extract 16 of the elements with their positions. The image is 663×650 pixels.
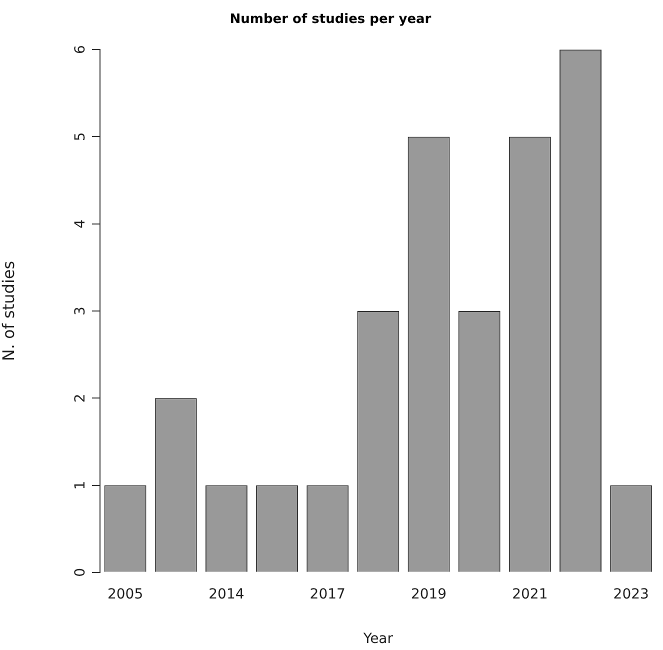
y-tick-label: 5 — [72, 132, 89, 142]
y-tick-label: 1 — [72, 480, 89, 490]
x-tick-label: 2014 — [208, 586, 244, 602]
y-tick-label: 6 — [72, 45, 89, 54]
x-tick-label: 2023 — [613, 586, 649, 602]
y-tick-label: 4 — [72, 219, 89, 228]
x-axis-title: Year — [362, 631, 394, 648]
chart-title: Number of studies per year — [230, 12, 432, 28]
x-tick-label: 2017 — [310, 586, 346, 602]
y-tick-label: 3 — [72, 306, 89, 316]
x-tick-label: 2019 — [410, 586, 447, 602]
x-tick-label: 2005 — [107, 586, 144, 602]
y-axis-title: N. of studies — [0, 260, 18, 362]
y-tick-label: 2 — [72, 394, 89, 403]
x-tick-label: 2021 — [512, 586, 548, 602]
y-tick-label: 0 — [72, 568, 89, 577]
